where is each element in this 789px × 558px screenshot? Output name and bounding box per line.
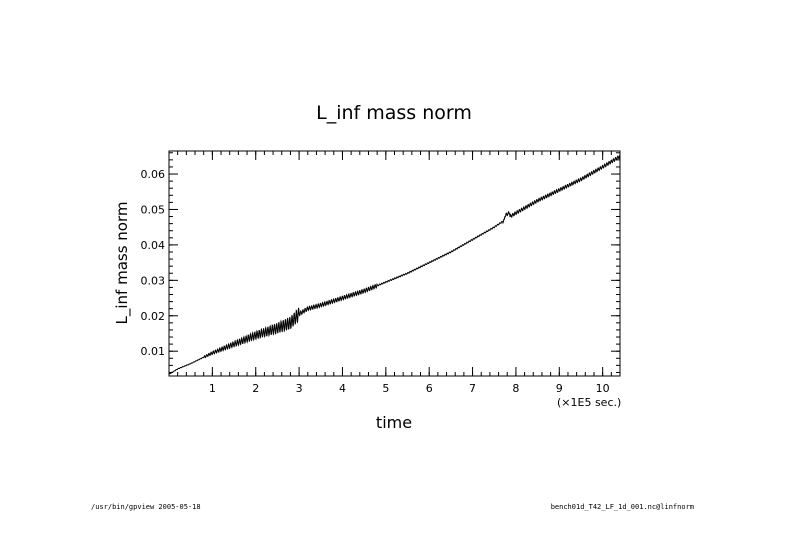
y-tick-label: 0.01 [141, 345, 166, 358]
x-tick-label: 10 [596, 382, 610, 395]
x-tick-label: 4 [339, 382, 346, 395]
y-tick-label: 0.06 [141, 168, 166, 181]
x-axis-ticks: 1 2 3 4 5 6 7 8 9 10 [168, 151, 621, 395]
x-unit-label: (×1E5 sec.) [557, 396, 621, 409]
y-tick-label: 0.02 [141, 310, 166, 323]
x-tick-label: 3 [296, 382, 303, 395]
chart-title: L_inf mass norm [316, 102, 472, 124]
y-tick-label: 0.03 [141, 274, 166, 287]
x-tick-label: 6 [426, 382, 433, 395]
footer-right-text: bench01d_T42_LF_1d_001.nc@linfnorm [550, 503, 694, 511]
x-tick-label: 9 [556, 382, 563, 395]
x-tick-label: 1 [209, 382, 216, 395]
footer-left-text: /usr/bin/gpview 2005-05-18 [91, 503, 201, 511]
x-tick-label: 8 [512, 382, 519, 395]
series-line [168, 154, 621, 375]
x-tick-label: 2 [252, 382, 259, 395]
y-axis-label: L_inf mass norm [113, 202, 132, 325]
x-tick-label: 7 [469, 382, 476, 395]
y-tick-label: 0.04 [141, 239, 166, 252]
x-axis-label: time [376, 413, 412, 432]
y-tick-label: 0.05 [141, 203, 166, 216]
y-axis-ticks: 0.01 0.02 0.03 0.04 0.05 0.06 [141, 152, 620, 373]
x-tick-label: 5 [382, 382, 389, 395]
